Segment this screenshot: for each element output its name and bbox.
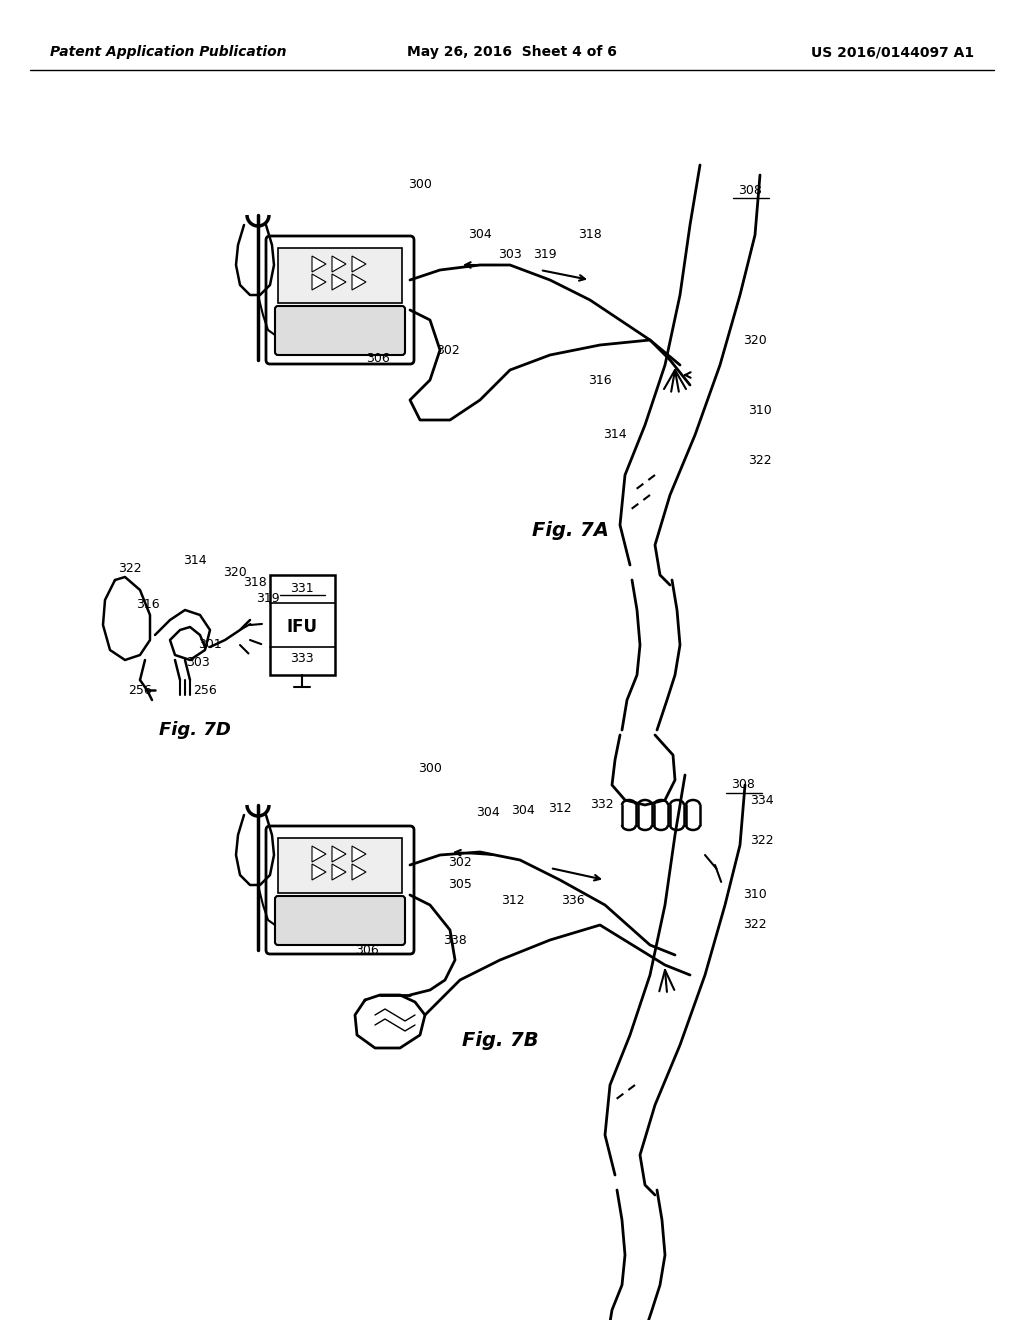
Polygon shape	[352, 275, 366, 290]
Text: 336: 336	[561, 894, 585, 907]
FancyBboxPatch shape	[266, 236, 414, 364]
Polygon shape	[352, 846, 366, 862]
Polygon shape	[332, 275, 346, 290]
Text: 322: 322	[749, 454, 772, 466]
Text: 300: 300	[418, 762, 442, 775]
Text: 320: 320	[223, 565, 247, 578]
Polygon shape	[332, 846, 346, 862]
Polygon shape	[332, 865, 346, 880]
FancyBboxPatch shape	[266, 826, 414, 954]
Bar	[270, 576, 335, 675]
Text: Fig. 7B: Fig. 7B	[462, 1031, 539, 1049]
Polygon shape	[352, 865, 366, 880]
Text: 316: 316	[136, 598, 160, 611]
Text: 333: 333	[290, 652, 313, 664]
Polygon shape	[312, 846, 326, 862]
Polygon shape	[312, 275, 326, 290]
Text: 300: 300	[408, 178, 432, 191]
Text: 334: 334	[751, 793, 774, 807]
Text: 322: 322	[743, 919, 767, 932]
Text: 308: 308	[738, 183, 762, 197]
Text: May 26, 2016  Sheet 4 of 6: May 26, 2016 Sheet 4 of 6	[408, 45, 616, 59]
Text: 314: 314	[603, 429, 627, 441]
Text: 310: 310	[743, 888, 767, 902]
FancyBboxPatch shape	[275, 306, 406, 355]
Text: 338: 338	[443, 933, 467, 946]
Text: 316: 316	[588, 374, 611, 387]
Text: 320: 320	[743, 334, 767, 346]
Text: 304: 304	[468, 228, 492, 242]
Polygon shape	[352, 256, 366, 272]
Text: 322: 322	[751, 833, 774, 846]
Text: 331: 331	[290, 582, 313, 595]
Polygon shape	[312, 865, 326, 880]
Text: 312: 312	[548, 801, 571, 814]
Text: 302: 302	[436, 343, 460, 356]
Text: 322: 322	[118, 561, 141, 574]
Text: 304: 304	[476, 807, 500, 820]
Bar	[278, 838, 402, 894]
Text: 319: 319	[534, 248, 557, 261]
FancyBboxPatch shape	[275, 896, 406, 945]
Text: 319: 319	[256, 591, 280, 605]
Text: 312: 312	[501, 894, 525, 907]
Text: Fig. 7D: Fig. 7D	[159, 721, 231, 739]
Text: IFU: IFU	[287, 618, 317, 636]
Text: 314: 314	[183, 553, 207, 566]
Text: US 2016/0144097 A1: US 2016/0144097 A1	[811, 45, 974, 59]
Text: 303: 303	[498, 248, 522, 261]
Polygon shape	[312, 256, 326, 272]
Text: 301: 301	[198, 639, 222, 652]
Text: 303: 303	[186, 656, 210, 668]
Bar	[278, 248, 402, 304]
Text: 256: 256	[194, 684, 217, 697]
Text: 310: 310	[749, 404, 772, 417]
Text: 332: 332	[590, 799, 613, 812]
Text: 318: 318	[579, 228, 602, 242]
Text: Patent Application Publication: Patent Application Publication	[50, 45, 287, 59]
Text: 302: 302	[449, 855, 472, 869]
Text: 318: 318	[243, 576, 267, 589]
Text: 304: 304	[511, 804, 535, 817]
Text: 305: 305	[449, 879, 472, 891]
Text: 256: 256	[128, 684, 152, 697]
Text: 306: 306	[367, 351, 390, 364]
Polygon shape	[332, 256, 346, 272]
Text: 306: 306	[355, 944, 379, 957]
Text: 308: 308	[731, 779, 755, 792]
Text: Fig. 7A: Fig. 7A	[531, 520, 608, 540]
